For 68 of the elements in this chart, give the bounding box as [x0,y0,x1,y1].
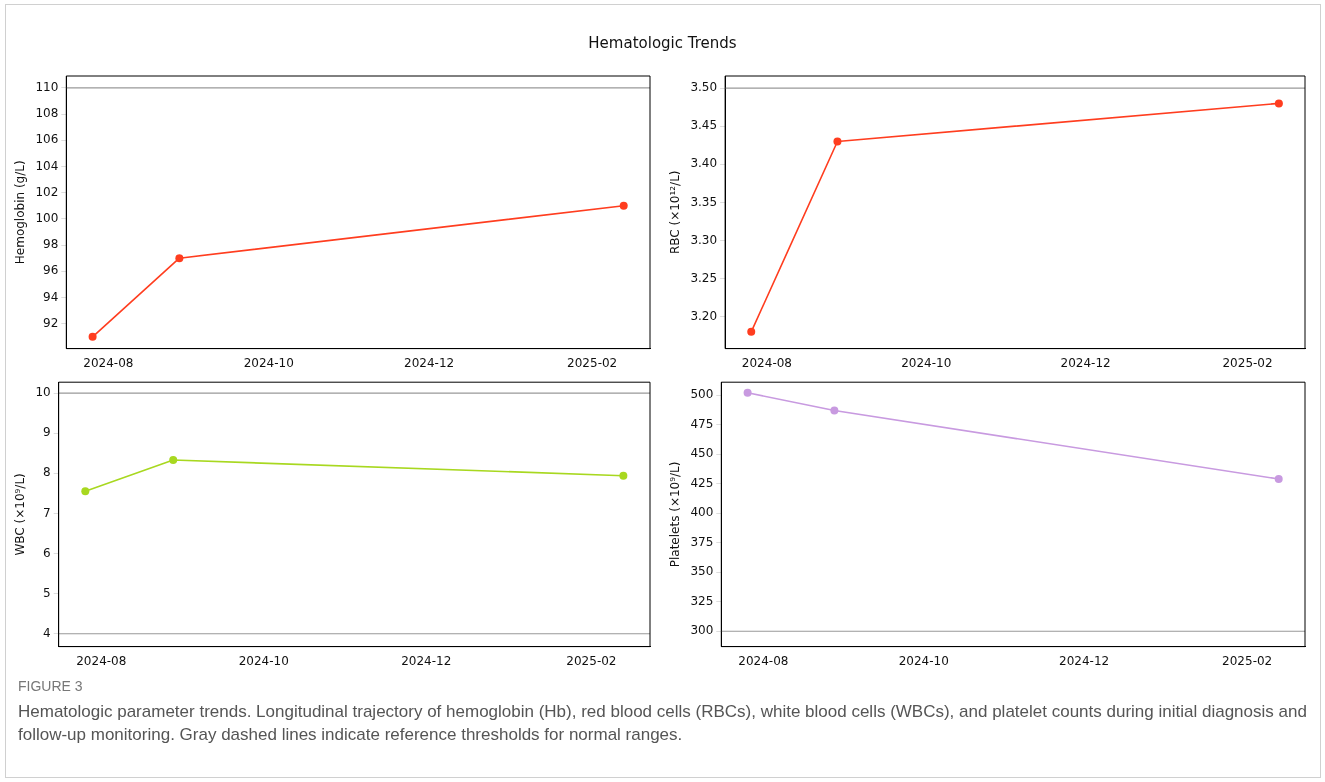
x-tick-label: 2025-02 [1222,653,1273,668]
x-tick-label: 2024-12 [404,355,455,370]
y-tick-label: 3.25 [690,270,718,285]
y-tick-label: 3.30 [690,232,718,247]
point [619,471,628,480]
y-tick-label: 3.35 [690,194,718,209]
y-axis-title: Platelets (×10⁹/L) [668,461,683,568]
y-tick-label: 3.20 [690,308,718,323]
y-tick-label: 110 [35,79,59,94]
y-tick-label: 475 [690,416,714,431]
y-tick-label: 9 [43,425,51,440]
y-tick-label: 104 [35,158,59,173]
y-tick-label: 500 [690,387,714,402]
x-tick-label: 2024-10 [238,653,289,668]
y-axis-title: RBC (×10¹²/L) [668,170,683,255]
point [88,332,97,341]
point [747,327,756,336]
point [830,406,839,415]
point [833,137,842,146]
x-tick-label: 2024-08 [83,355,134,370]
y-tick-label: 96 [43,263,59,278]
y-tick-label: 300 [690,623,714,638]
y-tick-label: 425 [690,475,714,490]
x-tick-label: 2024-12 [1059,653,1110,668]
y-tick-label: 4 [43,625,51,640]
y-tick-label: 3.50 [690,80,718,95]
point [619,201,628,210]
x-tick-label: 2024-10 [898,653,949,668]
x-tick-label: 2024-10 [901,355,952,370]
point [169,456,178,465]
y-tick-label: 8 [43,465,51,480]
x-tick-label: 2024-08 [76,653,127,668]
point [743,388,752,397]
y-axis-title: Hemoglobin (g/L) [13,160,28,265]
y-tick-label: 92 [43,315,59,330]
y-tick-label: 100 [35,210,59,225]
x-tick-label: 2024-08 [738,653,789,668]
y-tick-label: 7 [43,505,51,520]
y-tick-label: 108 [35,106,59,121]
y-tick-label: 350 [690,564,714,579]
text: Hematologic parameter trends. Longitudinal trajectory of hemoglobin (Hb), red blood cells (RBCs), white blood cells (WBCs), and platelet counts during initial diagnosis and follow-up monitoring. Gray dashed lines indicate reference thresholds for normal ranges. [18,701,1308,746]
y-tick-label: 94 [43,289,59,304]
x-tick-label: 2025-02 [566,653,617,668]
x-tick-label: 2024-12 [1060,355,1111,370]
chart-title: Hematologic Trends [587,34,738,52]
y-tick-label: 5 [43,585,51,600]
x-tick-label: 2025-02 [1222,355,1273,370]
y-tick-label: 375 [690,534,714,549]
y-tick-label: 102 [35,184,59,199]
x-tick-label: 2024-08 [741,355,792,370]
point [175,254,184,263]
point [81,487,90,496]
y-tick-label: 106 [35,132,59,147]
y-tick-label: 3.40 [690,156,718,171]
x-tick-label: 2024-10 [243,355,294,370]
y-tick-label: 450 [690,446,714,461]
y-tick-label: 6 [43,545,51,560]
y-tick-label: 400 [690,505,714,520]
y-axis-title: WBC (×10⁹/L) [13,473,28,556]
point [1274,99,1283,108]
caption: FIGURE 3 [18,678,84,694]
y-tick-label: 98 [43,237,59,252]
y-tick-label: 3.45 [690,118,718,133]
x-tick-label: 2025-02 [567,355,618,370]
y-tick-label: 325 [690,593,714,608]
y-tick-label: 10 [35,385,51,400]
x-tick-label: 2024-12 [401,653,452,668]
point [1274,474,1283,483]
